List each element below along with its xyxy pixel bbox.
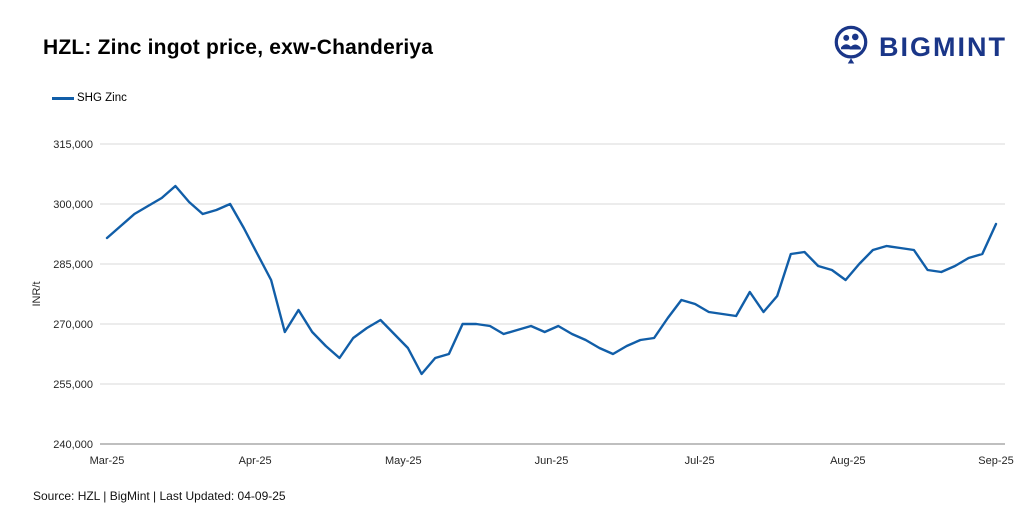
legend-label: SHG Zinc	[77, 92, 127, 104]
y-tick-label: 300,000	[53, 199, 93, 211]
y-axis-title: INR/t	[31, 281, 43, 306]
legend-line-swatch	[52, 96, 74, 100]
bigmint-logo-icon	[832, 24, 870, 71]
x-tick-label: Jun-25	[535, 455, 569, 467]
x-tick-label: Jul-25	[685, 455, 715, 467]
bigmint-logo-text: BIGMINT	[879, 32, 1007, 62]
y-tick-label: 240,000	[53, 439, 93, 451]
y-tick-label: 315,000	[53, 139, 93, 151]
price-line	[105, 184, 998, 376]
chart-legend: SHG Zinc	[52, 92, 127, 104]
source-note: Source: HZL | BigMint | Last Updated: 04…	[33, 489, 286, 503]
x-tick-label: Aug-25	[830, 455, 865, 467]
x-tick-label: Apr-25	[239, 455, 272, 467]
x-tick-label: May-25	[385, 455, 422, 467]
x-tick-label: Mar-25	[90, 455, 125, 467]
bigmint-logo: BIGMINT	[832, 24, 1007, 71]
page-title: HZL: Zinc ingot price, exw-Chanderiya	[43, 36, 434, 59]
y-tick-label: 270,000	[53, 319, 93, 331]
y-tick-label: 285,000	[53, 259, 93, 271]
y-tick-label: 255,000	[53, 379, 93, 391]
x-tick-label: Sep-25	[978, 455, 1013, 467]
price-line-chart: 240,000 255,000 270,000 285,000 300,000 315,0…	[31, 139, 1014, 467]
